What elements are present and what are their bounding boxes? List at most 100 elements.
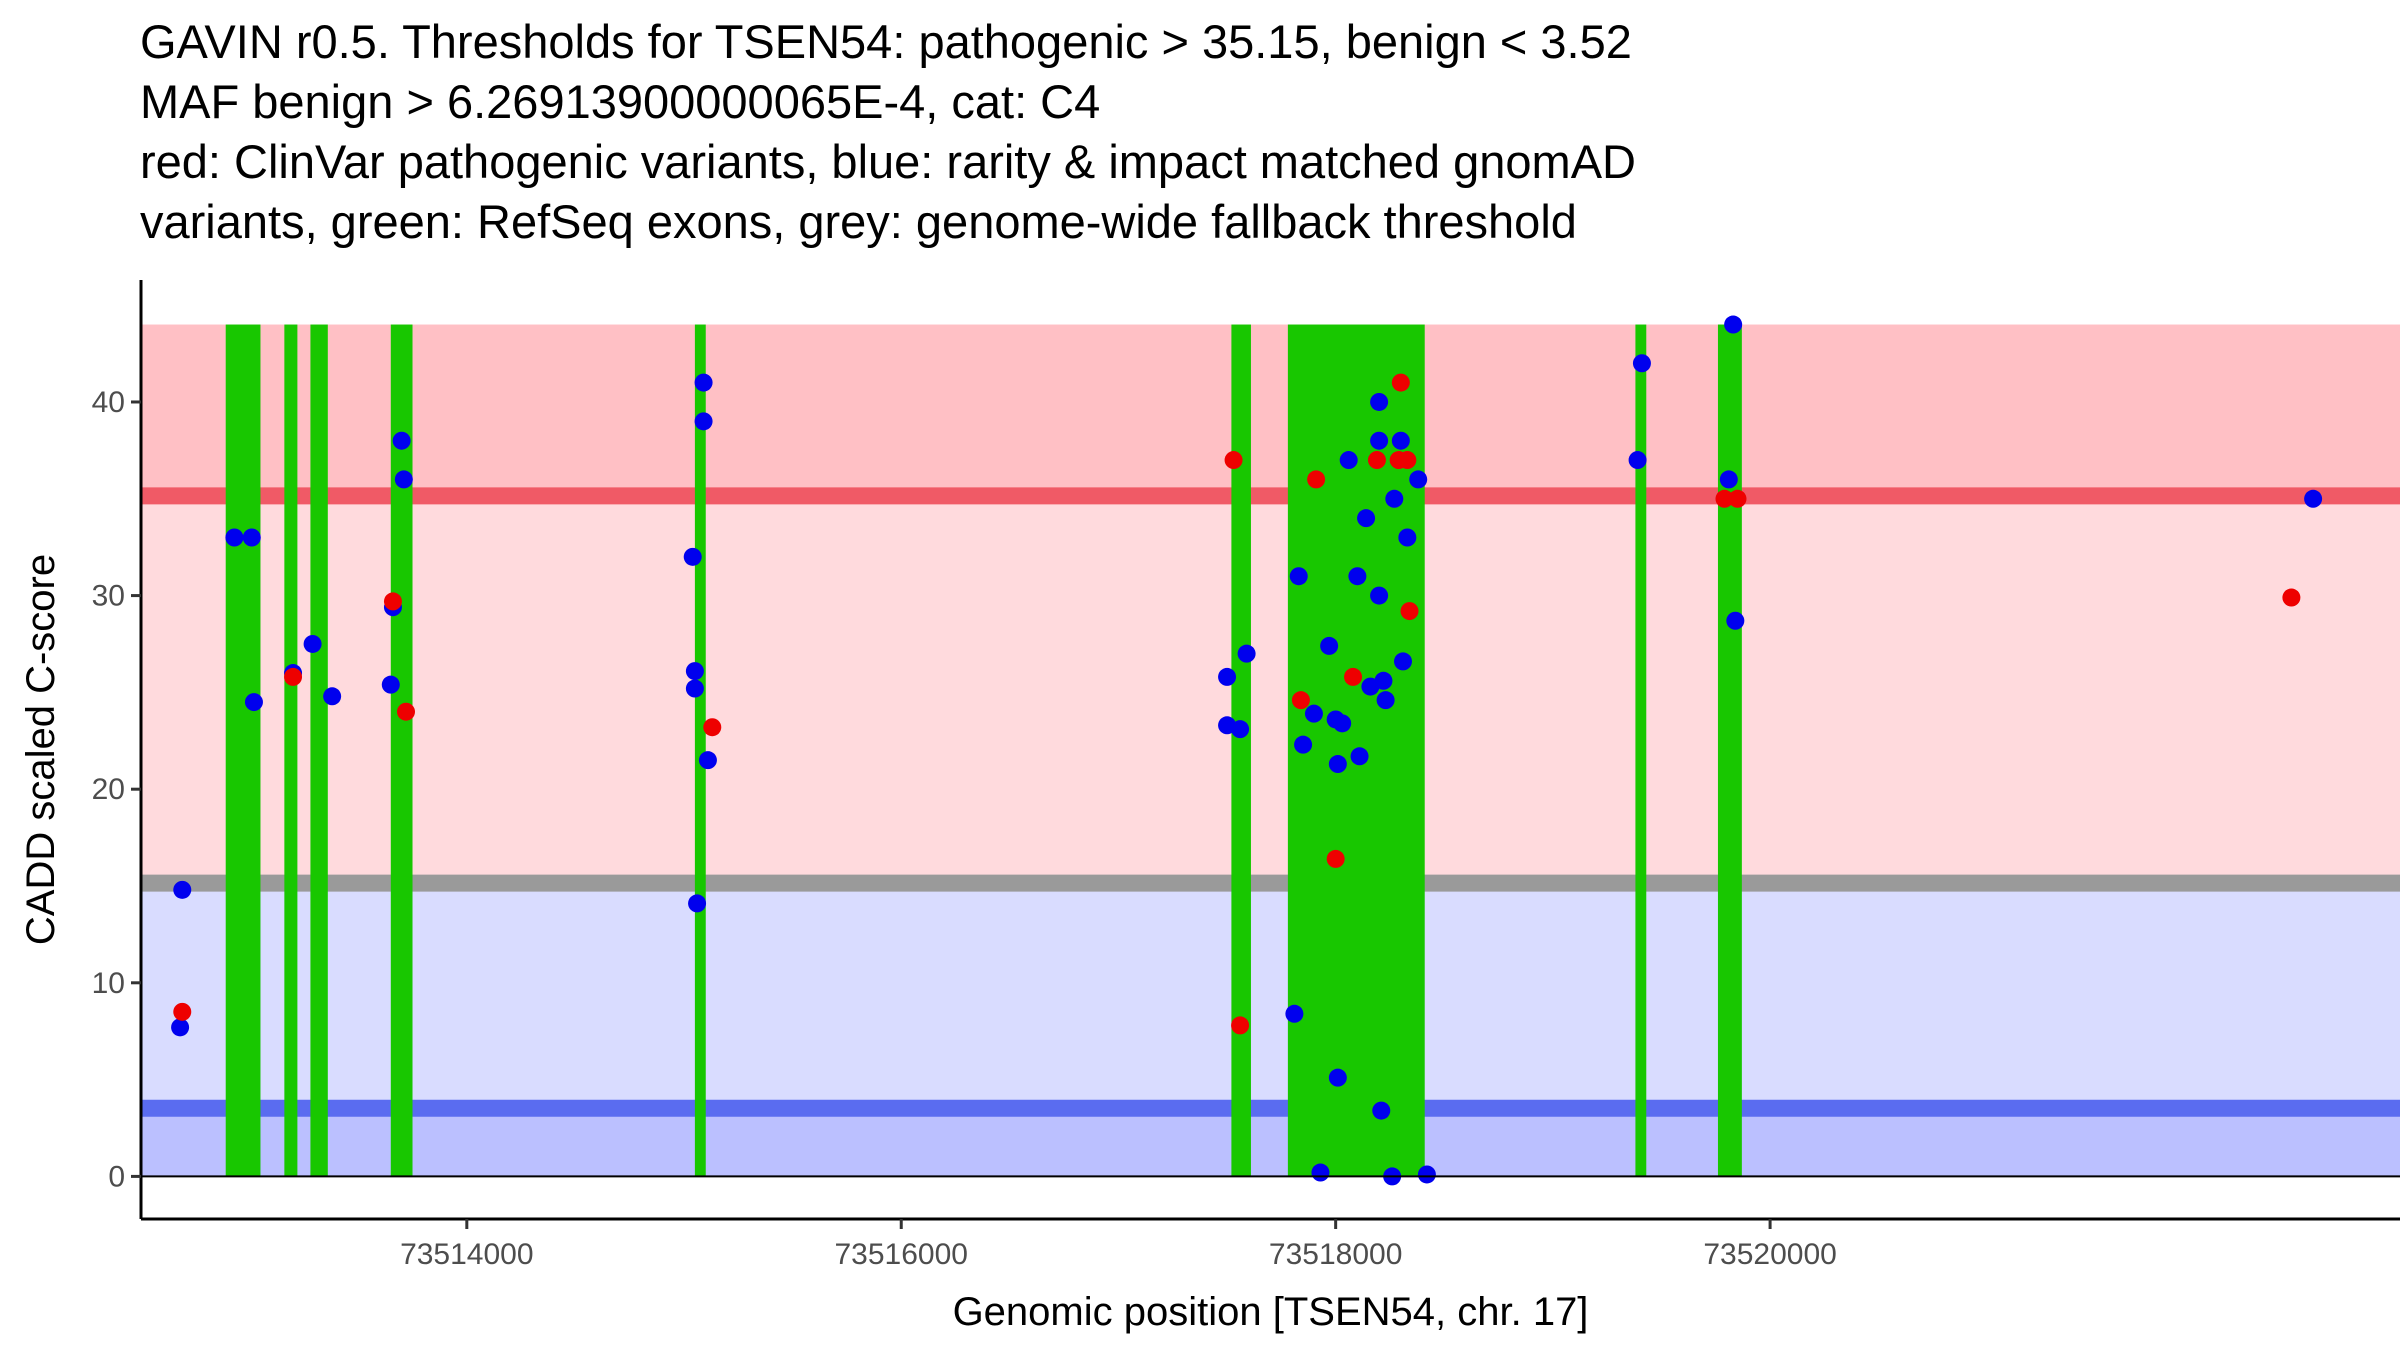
gnomad-point-36 [1350,747,1369,766]
gnomad-point-41 [1370,586,1389,605]
clinvar-point-5 [703,718,722,737]
data-points [171,315,2323,1186]
gnomad-point-26 [1294,735,1313,754]
gnomad-point-4 [242,528,261,547]
gnomad-point-55 [1724,315,1743,334]
gnomad-point-28 [1311,1163,1330,1182]
benign-zone [141,1108,2400,1177]
exon-bar-1 [225,324,261,1177]
x-tick-label: 73514000 [400,1238,533,1271]
gnomad-point-47 [1391,431,1410,450]
x-axis-title: Genomic position [TSEN54, chr. 17] [953,1290,1589,1334]
gnomad-point-33 [1333,714,1352,733]
gnomad-point-39 [1370,392,1389,411]
clinvar-point-17 [1715,489,1734,508]
gnomad-point-49 [1398,528,1417,547]
clinvar-point-2 [284,667,303,686]
gnomad-point-56 [1726,611,1745,630]
gnomad-point-18 [694,412,713,431]
gnomad-point-15 [685,679,704,698]
gnomad-point-9 [381,675,400,694]
exon-bar-5 [694,324,706,1177]
x-tick-label: 73516000 [834,1238,967,1271]
gnomad-point-44 [1376,691,1395,710]
chart-title: GAVIN r0.5. Thresholds for TSEN54: patho… [140,12,1636,252]
gnomad-point-14 [685,662,704,681]
y-tick-label: 20 [92,773,125,806]
clinvar-point-18 [1728,489,1747,508]
gnomad-point-1 [173,880,192,899]
threshold-lines [141,487,2400,1117]
gnomad-point-37 [1357,509,1376,528]
exon-bar-9 [1717,324,1742,1177]
gnomad-point-27 [1304,704,1323,723]
pathogenic-zone [141,324,2400,496]
clinvar-point-11 [1344,667,1363,686]
gnomad-point-52 [1628,451,1647,470]
gnomad-point-11 [392,431,411,450]
clinvar-point-10 [1326,849,1345,868]
y-axis-title: CADD scaled C-score [19,554,63,945]
score-bands [141,324,2400,1177]
gnomad-point-50 [1409,470,1428,489]
gnomad-point-29 [1320,636,1339,655]
exon-bar-8 [1635,324,1647,1177]
gnomad-point-34 [1339,451,1358,470]
gnomad-point-53 [1632,354,1651,373]
y-tick-label: 30 [92,580,125,613]
gnomad-point-51 [1417,1165,1436,1184]
x-tick-label: 73518000 [1269,1238,1402,1271]
x-tick-label: 73520000 [1703,1238,1836,1271]
fallback-pathogenic-zone [141,495,2400,884]
gnomad-point-32 [1328,755,1347,774]
gnomad-point-25 [1289,567,1308,586]
clinvar-point-4 [396,702,415,721]
clinvar-point-14 [1391,373,1410,392]
gnomad-point-46 [1385,489,1404,508]
clinvar-point-7 [1231,1016,1250,1035]
gnomad-point-19 [698,751,717,770]
gnomad-point-57 [2304,489,2323,508]
exon-bar-3 [310,324,328,1177]
gnomad-point-2 [171,1018,190,1037]
gnomad-point-17 [694,373,713,392]
clinvar-point-19 [2282,588,2301,607]
y-tick-label: 40 [92,386,125,419]
title-line-4: variants, green: RefSeq exons, grey: gen… [140,195,1577,248]
title-line-2: MAF benign > 6.26913900000065E-4, cat: C… [140,75,1101,128]
gnomad-point-3 [225,528,244,547]
exon-bar-6 [1231,324,1251,1177]
gnomad-point-42 [1372,1101,1391,1120]
gnomad-point-8 [323,687,342,706]
exon-bar-4 [390,324,413,1177]
axes: 73514000 73516000 73518000 73520000 0 10 20 30 4… [92,280,2400,1271]
gnomad-point-22 [1231,720,1250,739]
gnomad-point-35 [1348,567,1367,586]
clinvar-point-3 [383,592,402,611]
gnomad-point-40 [1370,431,1389,450]
clinvar-point-6 [1224,451,1243,470]
gnomad-point-31 [1328,1068,1347,1087]
clinvar-point-9 [1307,470,1326,489]
y-tick-label: 0 [108,1160,125,1193]
gnomad-point-43 [1374,671,1393,690]
clinvar-point-12 [1367,451,1386,470]
gnomad-point-23 [1237,644,1256,663]
fallback-benign-zone [141,883,2400,1109]
y-tick-label: 10 [92,967,125,1000]
gnomad-point-13 [683,547,702,566]
clinvar-point-15 [1398,451,1417,470]
gnomad-point-7 [303,634,322,653]
title-line-1: GAVIN r0.5. Thresholds for TSEN54: patho… [140,15,1632,68]
clinvar-point-8 [1291,691,1310,710]
exon-bar-2 [284,324,298,1177]
title-line-3: red: ClinVar pathogenic variants, blue: … [140,135,1636,188]
gnomad-point-16 [688,894,707,913]
gnomad-point-54 [1719,470,1738,489]
clinvar-point-1 [173,1002,192,1021]
gnomad-point-12 [394,470,413,489]
gnomad-point-24 [1285,1004,1304,1023]
gnomad-point-48 [1393,652,1412,671]
gnomad-point-20 [1218,667,1237,686]
